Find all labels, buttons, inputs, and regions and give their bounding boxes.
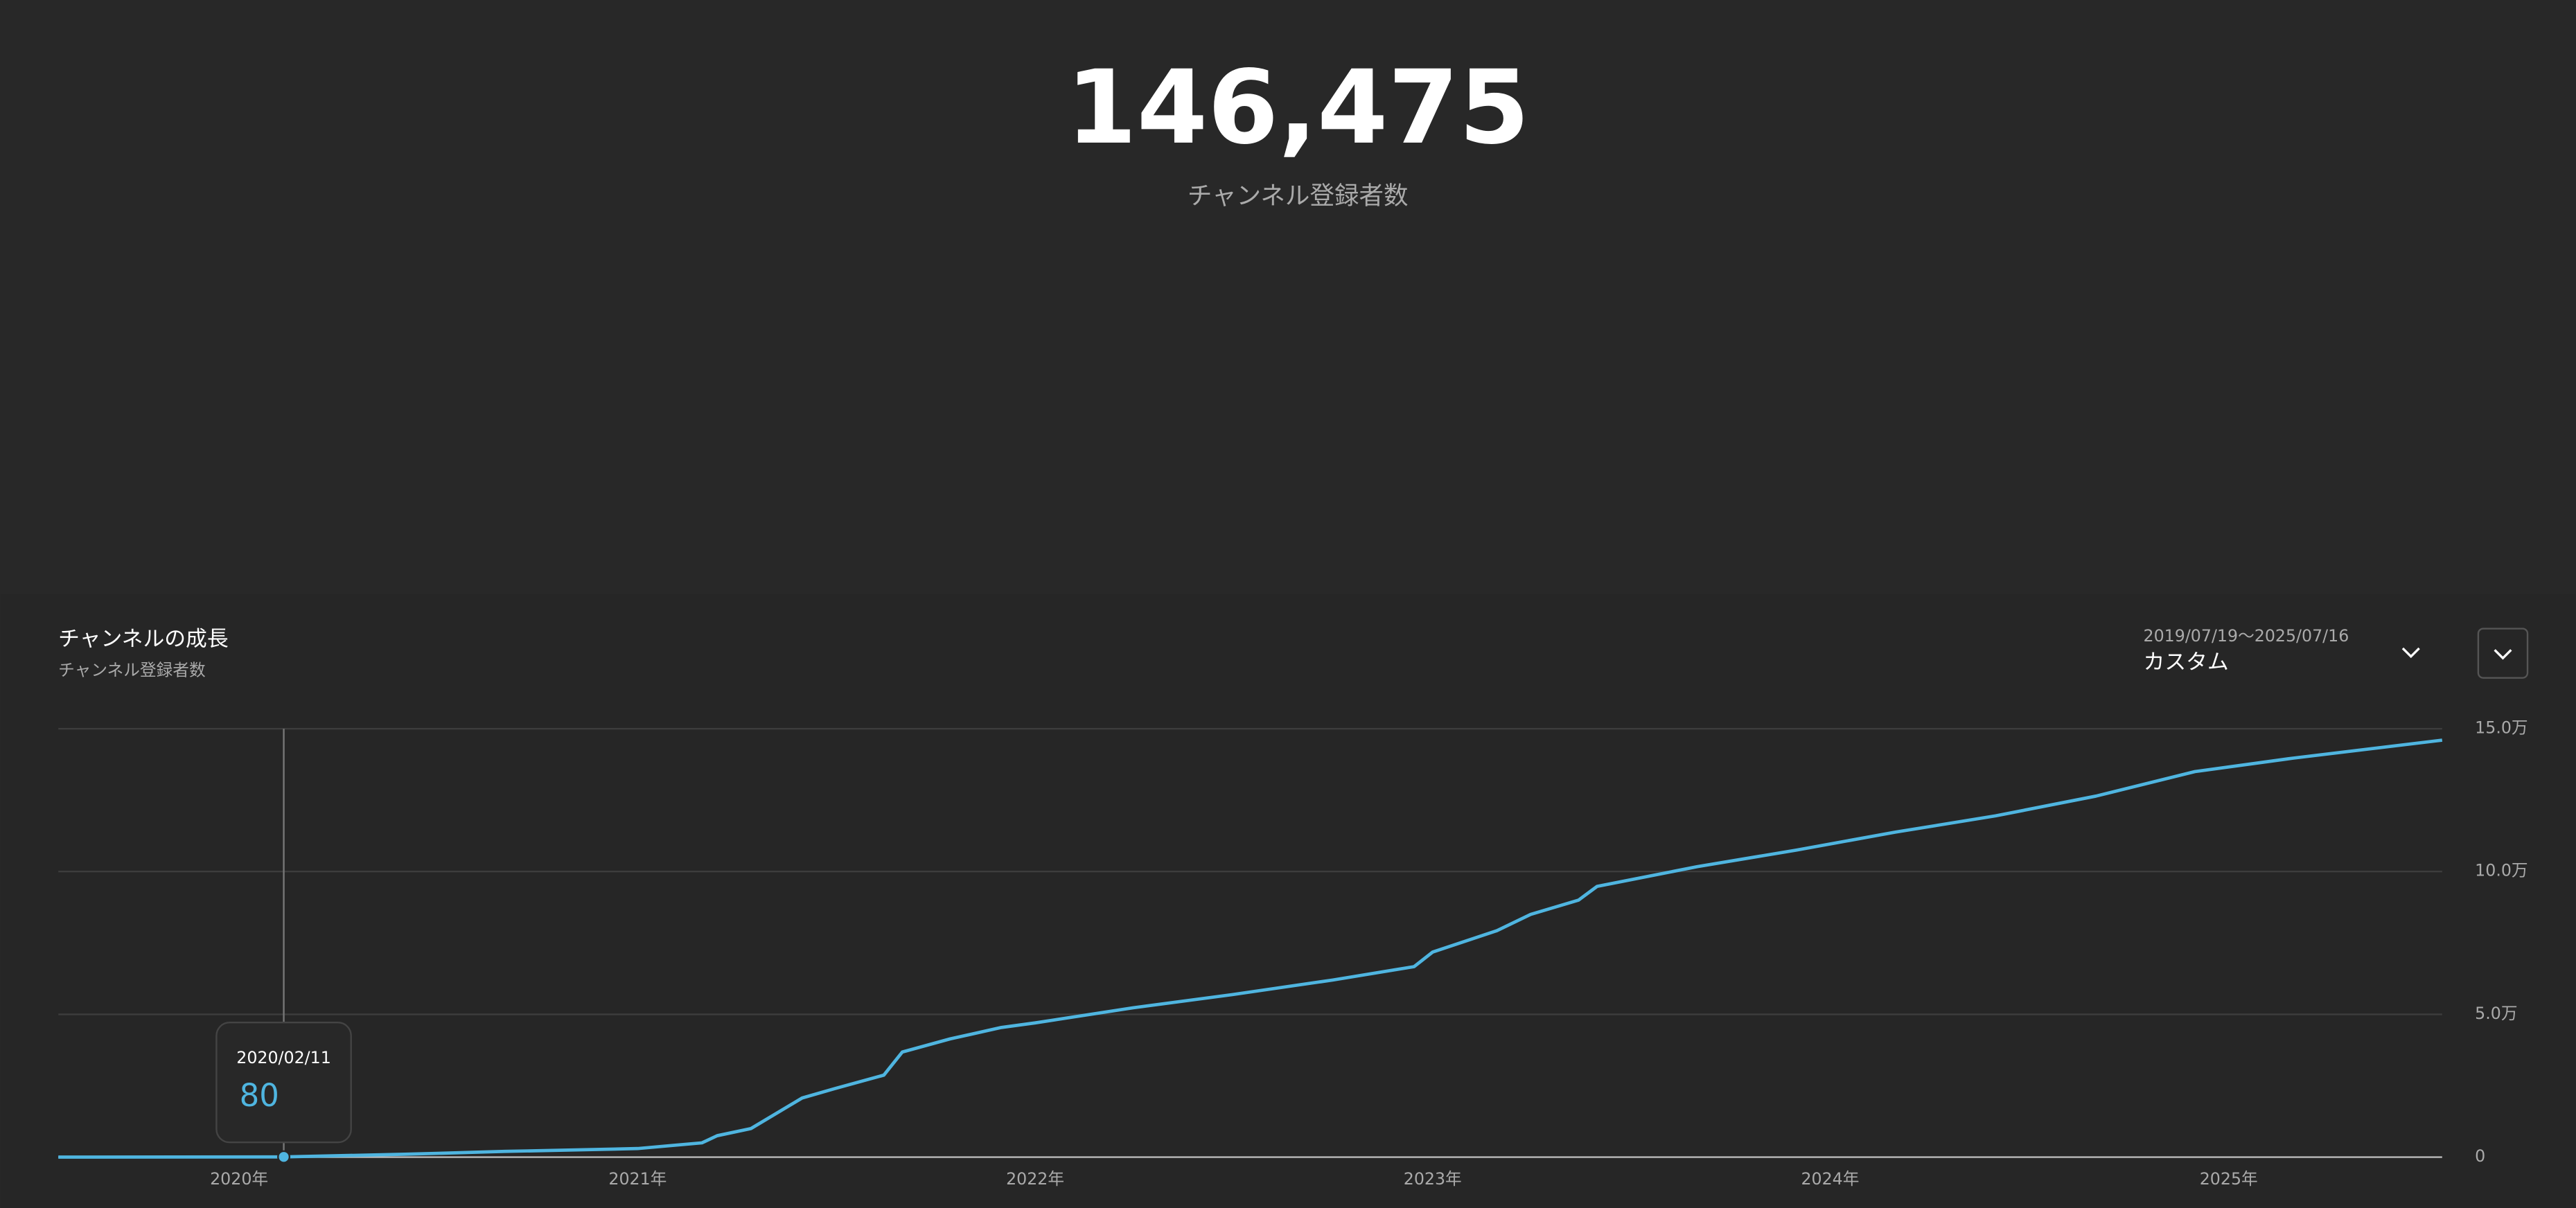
headline-label: チャンネル登録者数 [1188,181,1409,210]
y-tick-label: 0 [2475,1146,2485,1166]
chart-title: チャンネルの成長 [58,627,228,652]
tooltip-value: 80 [240,1077,279,1114]
chart-subtitle: チャンネル登録者数 [58,661,206,680]
chevron [2494,649,2512,660]
y-tick-label: 10.0万 [2475,861,2528,880]
hover-dot [277,1150,291,1164]
menu-button[interactable] [2477,628,2529,679]
header-bg [1,0,2575,594]
tooltip [215,1022,352,1144]
y-tick-label: 5.0万 [2475,1004,2517,1023]
y-tick-label: 15.0万 [2475,718,2528,738]
range-picker[interactable]: 2019/07/19〜2025/07/16 カスタム [2144,626,2420,675]
x-tick-label: 2023年 [1404,1169,1462,1189]
range-text: 2019/07/19〜2025/07/16 [2144,626,2349,646]
series-line [58,738,2443,1159]
x-tick-label: 2022年 [1006,1169,1064,1189]
panel-bg [1,594,2575,1208]
headline: 146,475 [1066,48,1530,167]
button-frame [2477,628,2529,679]
x-tick-label: 2025年 [2200,1169,2258,1189]
tooltip-date: 2020/02/11 [236,1048,331,1067]
x-tick-label: 2020年 [210,1169,268,1189]
chevron [2401,647,2420,659]
x-tick-label: 2021年 [608,1169,667,1189]
range-preset: カスタム [2144,650,2229,675]
x-tick-label: 2024年 [1801,1169,1859,1189]
